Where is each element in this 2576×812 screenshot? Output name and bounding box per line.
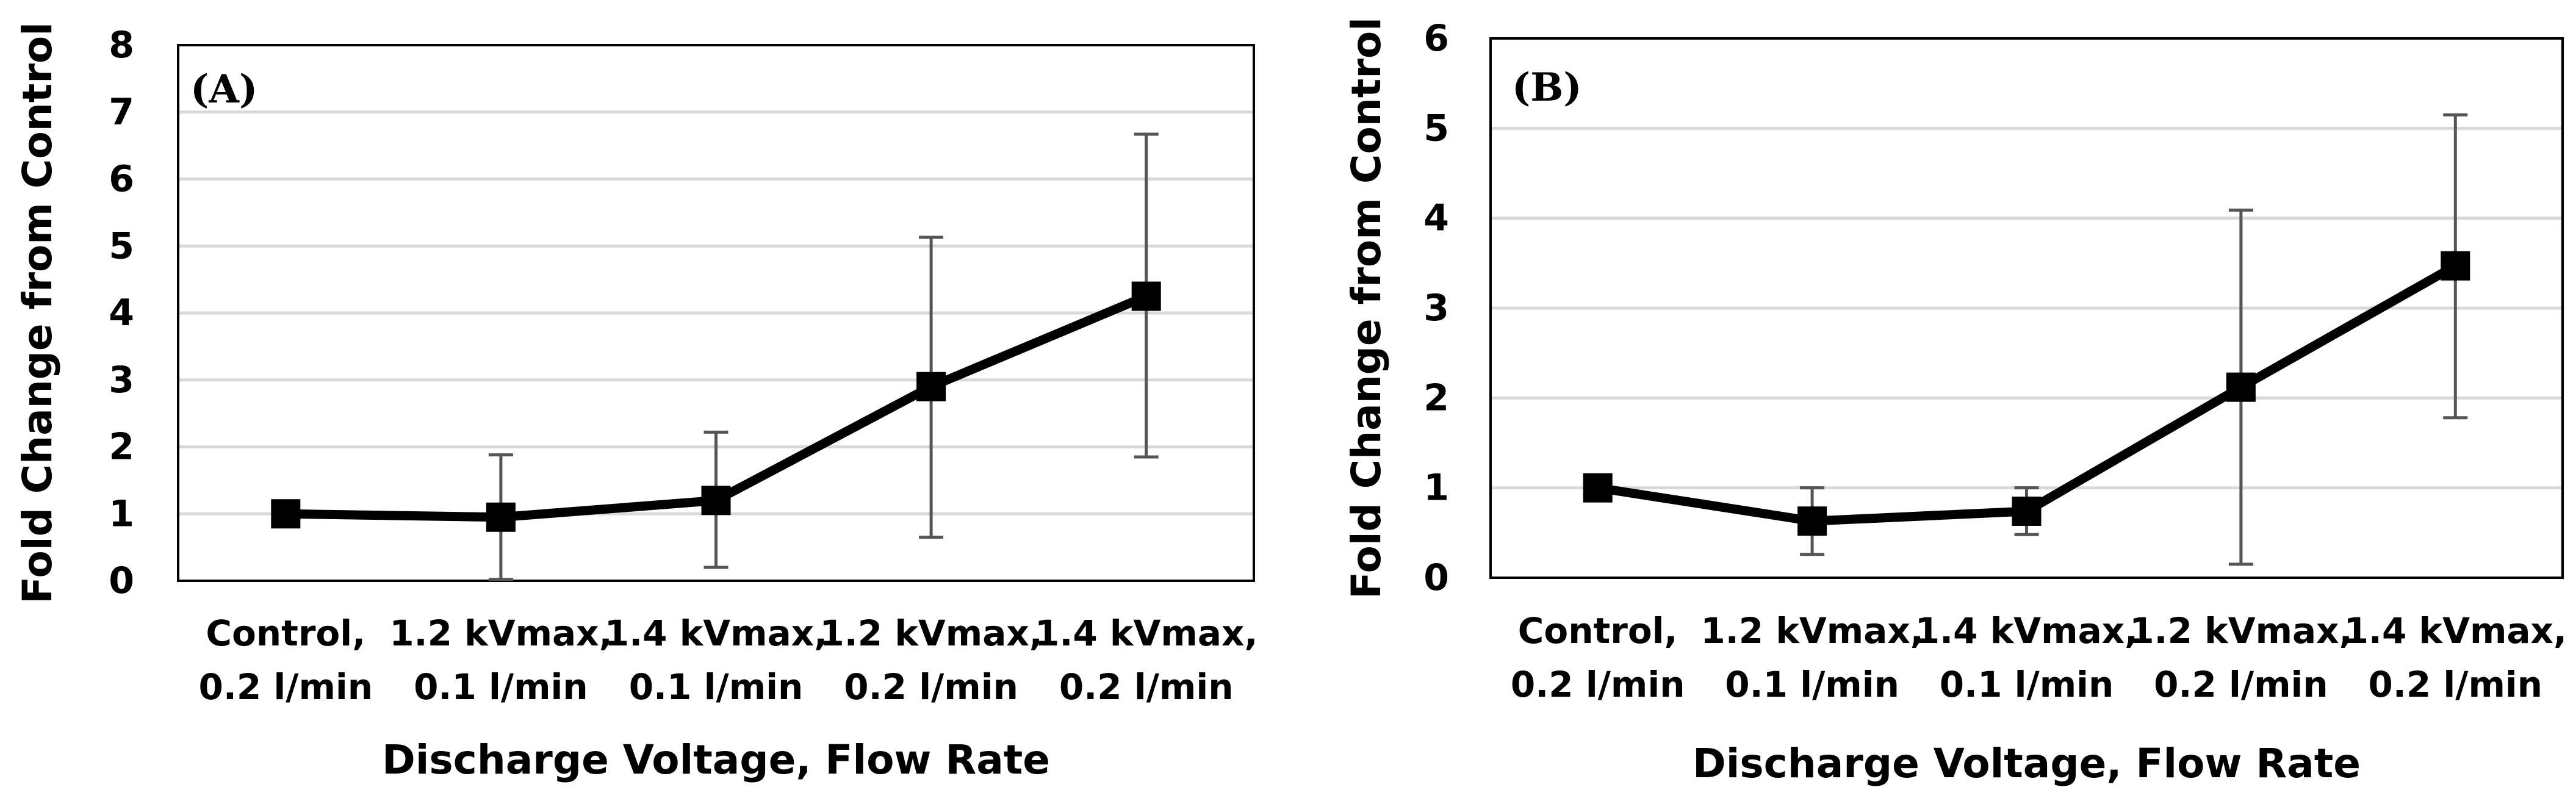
x-tick-label: 0.2 l/min bbox=[1059, 666, 1234, 708]
x-tick-label: 1.2 kVmax, bbox=[819, 613, 1042, 654]
x-tick-label: 1.2 kVmax, bbox=[2129, 610, 2352, 652]
y-tick-label: 4 bbox=[109, 292, 134, 334]
data-point bbox=[701, 486, 731, 516]
y-tick-label: 1 bbox=[109, 492, 134, 535]
x-tick-label: 0.2 l/min bbox=[1511, 664, 1685, 705]
chart-panel-b: 0 1 2 3 4 5 6 Control, 0.2 l/min 1.2 kVmax, 0.1 l/… bbox=[1343, 17, 2567, 787]
x-tick-label: 1.2 kVmax, bbox=[1700, 610, 1923, 652]
data-point bbox=[916, 372, 946, 401]
x-tick-label: 0.2 l/min bbox=[198, 666, 373, 708]
panel-label: (B) bbox=[1512, 65, 1582, 110]
x-tick-label: 0.2 l/min bbox=[844, 666, 1018, 708]
y-tick-label: 7 bbox=[109, 91, 134, 134]
plot-area-border bbox=[1489, 37, 2564, 579]
x-axis-title: Discharge Voltage, Flow Rate bbox=[382, 736, 1050, 783]
y-tick-label: 5 bbox=[109, 225, 134, 267]
y-tick-label: 2 bbox=[1423, 376, 1449, 419]
y-tick-label: 0 bbox=[109, 559, 134, 602]
data-point bbox=[486, 502, 516, 532]
x-axis-title: Discharge Voltage, Flow Rate bbox=[1693, 740, 2361, 787]
y-tick-label: 0 bbox=[1423, 556, 1449, 599]
y-tick-label: 5 bbox=[1423, 107, 1449, 149]
y-tick-label: 6 bbox=[1423, 17, 1449, 60]
data-point bbox=[2226, 372, 2256, 402]
panel-label: (A) bbox=[190, 66, 257, 112]
x-tick-label: 0.1 l/min bbox=[414, 666, 588, 708]
data-point bbox=[271, 499, 301, 529]
y-tick-label: 4 bbox=[1423, 197, 1449, 240]
x-tick-label: Control, bbox=[206, 613, 365, 654]
series-line bbox=[1597, 262, 2458, 526]
x-tick-label: 0.1 l/min bbox=[1940, 664, 2114, 705]
plot-area-border bbox=[177, 44, 1255, 582]
y-axis-title: Fold Change from Control bbox=[1343, 17, 1390, 599]
data-point bbox=[1583, 473, 1613, 503]
x-tick-label: 0.1 l/min bbox=[629, 666, 804, 708]
x-tick-label: 1.2 kVmax, bbox=[389, 613, 612, 654]
data-point bbox=[2441, 251, 2470, 281]
chart-panel-a: 0 1 2 3 4 5 6 7 8 Control, 0.2 l/min 1.2 kVmax, 0.1 … bbox=[14, 22, 1257, 783]
data-point bbox=[1797, 506, 1827, 536]
y-tick-label: 8 bbox=[109, 24, 134, 66]
y-tick-label: 1 bbox=[1423, 467, 1449, 509]
x-tick-label: 0.2 l/min bbox=[2154, 664, 2328, 705]
x-tick-label: 1.4 kVmax, bbox=[605, 613, 827, 654]
x-tick-label: 0.2 l/min bbox=[2368, 664, 2542, 705]
data-point bbox=[2012, 496, 2042, 526]
x-tick-label: 0.1 l/min bbox=[1725, 664, 1899, 705]
y-tick-label: 2 bbox=[109, 426, 134, 469]
x-tick-label: Control, bbox=[1518, 610, 1678, 652]
x-tick-label: 1.4 kVmax, bbox=[1915, 610, 2138, 652]
y-tick-label: 3 bbox=[1423, 287, 1449, 329]
x-tick-label: 1.4 kVmax, bbox=[2344, 610, 2567, 652]
y-axis-title: Fold Change from Control bbox=[14, 22, 61, 604]
y-tick-label: 6 bbox=[109, 158, 134, 201]
y-tick-label: 3 bbox=[109, 359, 134, 401]
x-tick-label: 1.4 kVmax, bbox=[1035, 613, 1257, 654]
data-point bbox=[1131, 281, 1161, 311]
